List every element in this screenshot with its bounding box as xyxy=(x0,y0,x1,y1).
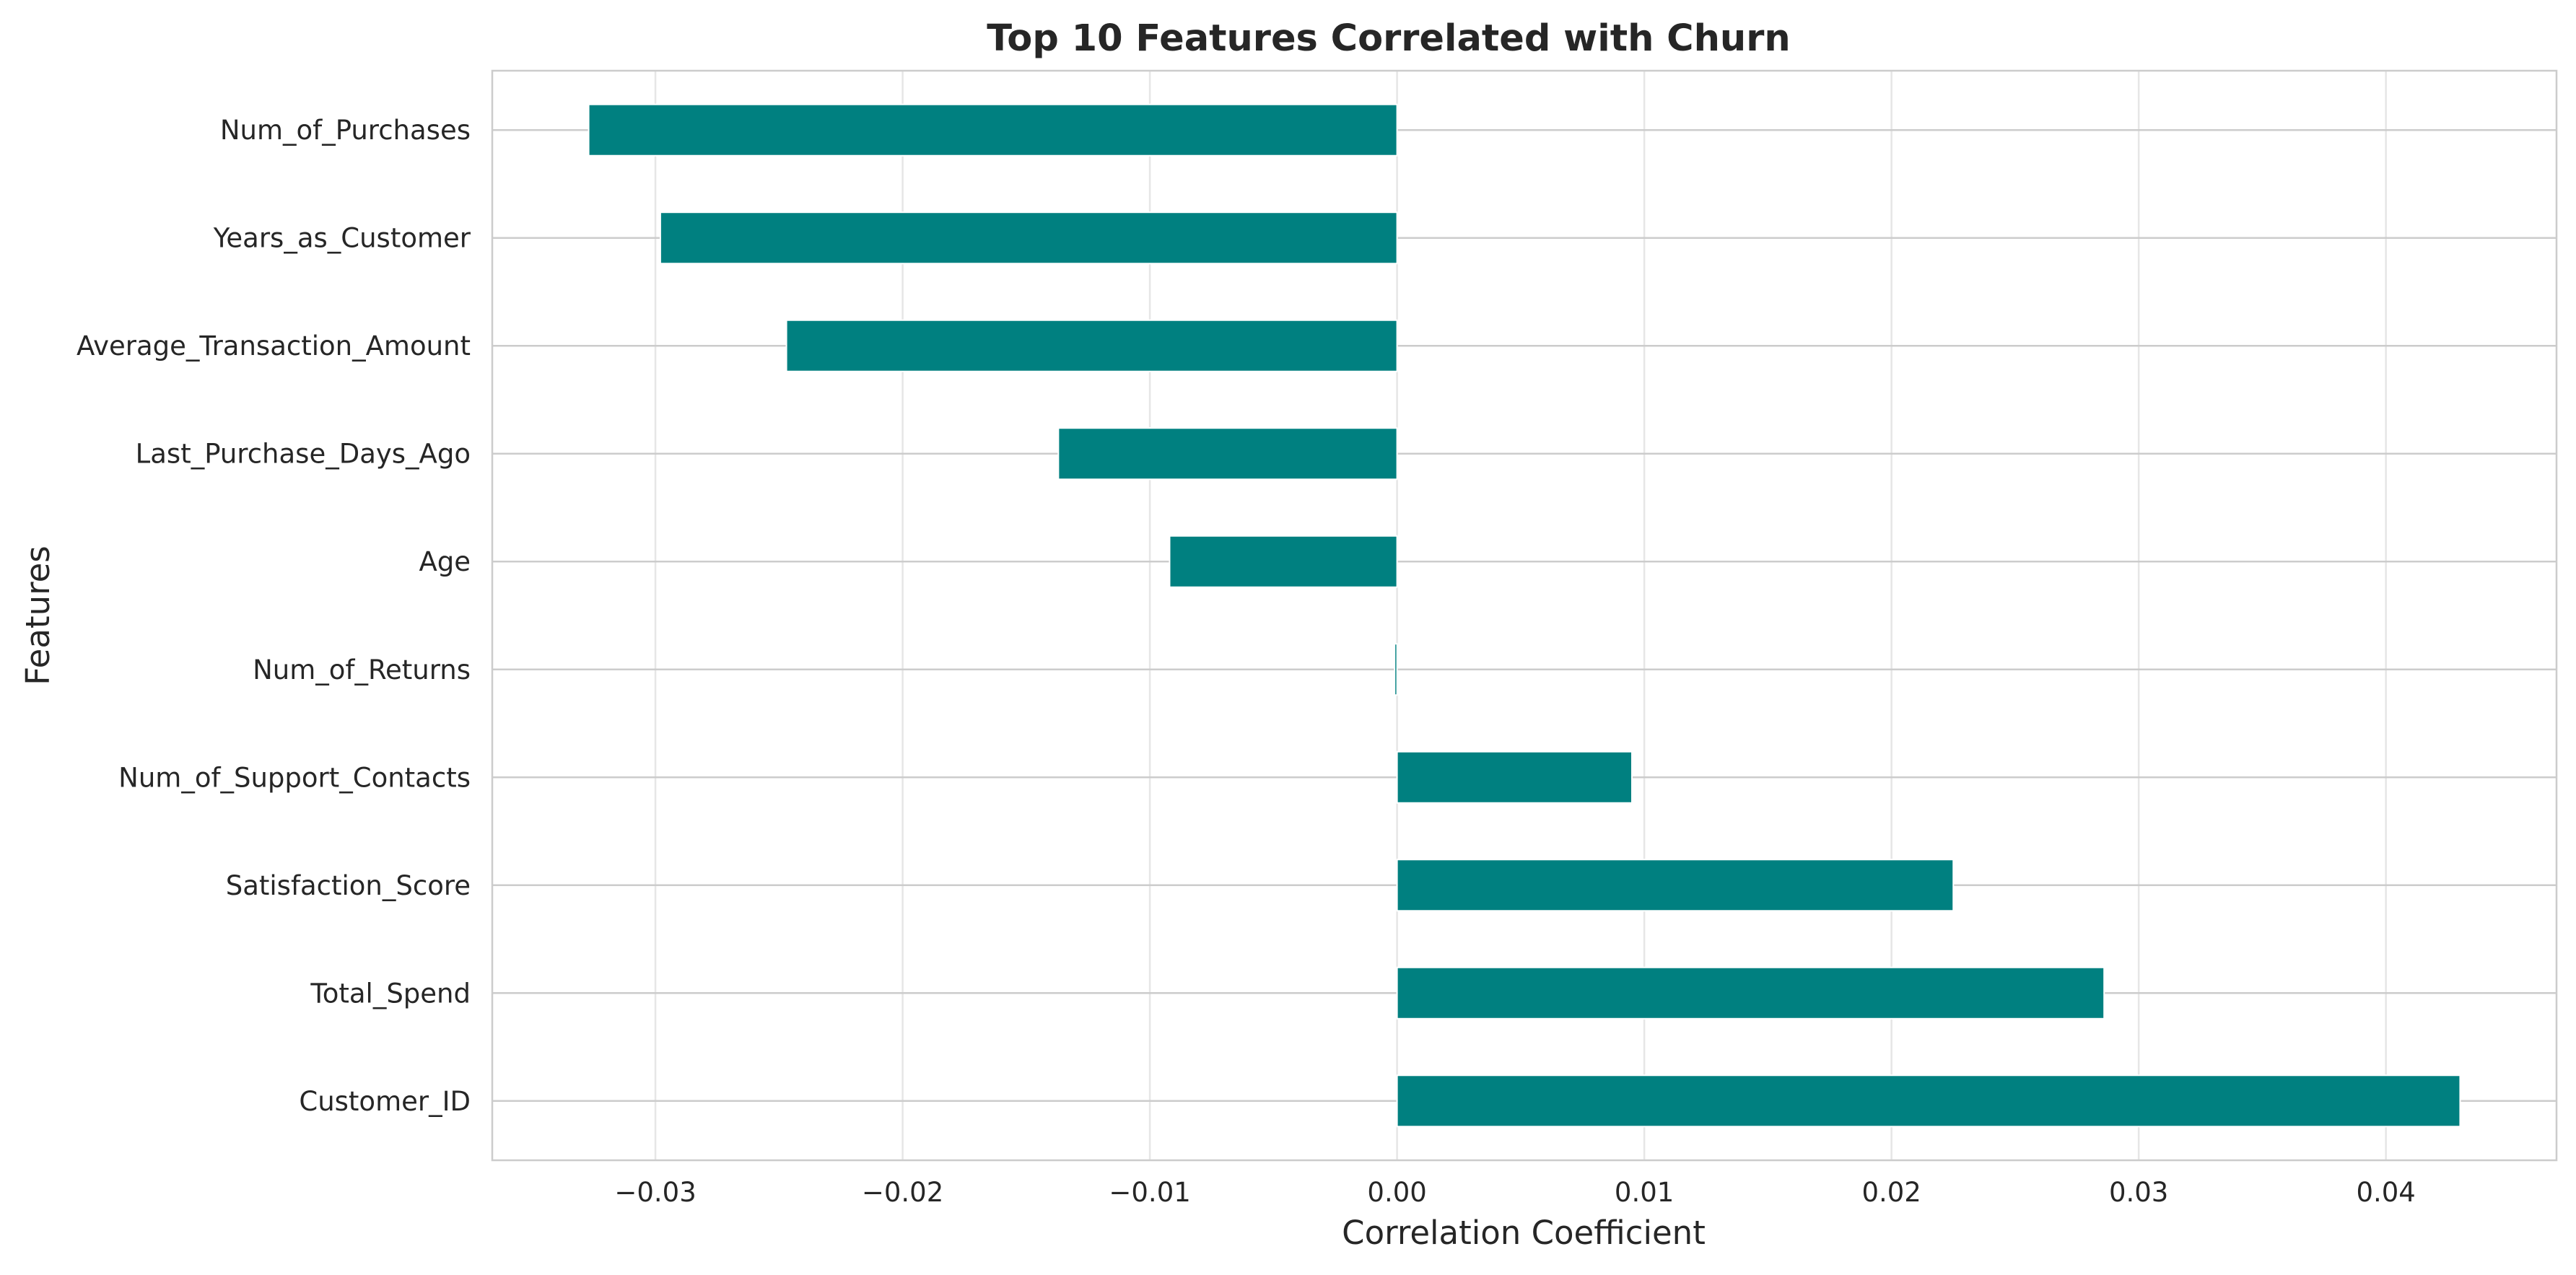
x-tick-label: 0.00 xyxy=(1367,1177,1426,1208)
bar xyxy=(659,211,1398,265)
bars xyxy=(588,103,2461,1128)
x-tick-label: −0.03 xyxy=(614,1177,696,1208)
bar xyxy=(1396,1074,2461,1128)
y-tick-labels: Num_of_Purchases Years_as_Customer Average… xyxy=(77,115,471,1117)
x-tick-label: −0.02 xyxy=(862,1177,943,1208)
y-tick-label: Num_of_Purchases xyxy=(220,115,471,146)
y-tick-label: Total_Spend xyxy=(310,978,471,1009)
y-tick-label: Num_of_Returns xyxy=(253,654,471,685)
bar xyxy=(1169,535,1398,588)
bar xyxy=(1396,966,2105,1020)
y-tick-label: Satisfaction_Score xyxy=(226,870,471,901)
bar xyxy=(1057,427,1398,481)
x-tick-label: 0.03 xyxy=(2109,1177,2168,1208)
chart-title: Top 10 Features Correlated with Churn xyxy=(987,17,1790,60)
y-axis-title: Features xyxy=(19,546,57,685)
y-tick-label: Average_Transaction_Amount xyxy=(77,330,471,362)
bar xyxy=(1394,643,1398,696)
y-tick-label: Last_Purchase_Days_Ago xyxy=(136,439,471,470)
y-tick-label: Years_as_Customer xyxy=(213,223,471,254)
y-tick-label: Num_of_Support_Contacts xyxy=(118,762,471,793)
x-tick-label: 0.01 xyxy=(1615,1177,1674,1208)
x-axis-title: Correlation Coefficient xyxy=(1342,1214,1706,1252)
y-tick-label: Age xyxy=(419,546,471,577)
y-tick-label: Customer_ID xyxy=(299,1086,471,1117)
x-tick-labels: −0.03 −0.02 −0.01 0.00 0.01 0.02 0.03 0.04 xyxy=(614,1177,2415,1208)
x-tick-label: −0.01 xyxy=(1109,1177,1190,1208)
x-tick-label: 0.04 xyxy=(2356,1177,2415,1208)
plot-frame xyxy=(491,69,2558,1162)
bar xyxy=(785,319,1398,372)
x-tick-label: 0.02 xyxy=(1861,1177,1921,1208)
bar xyxy=(588,103,1398,157)
bar xyxy=(1396,859,1955,912)
bar xyxy=(1396,750,1633,804)
